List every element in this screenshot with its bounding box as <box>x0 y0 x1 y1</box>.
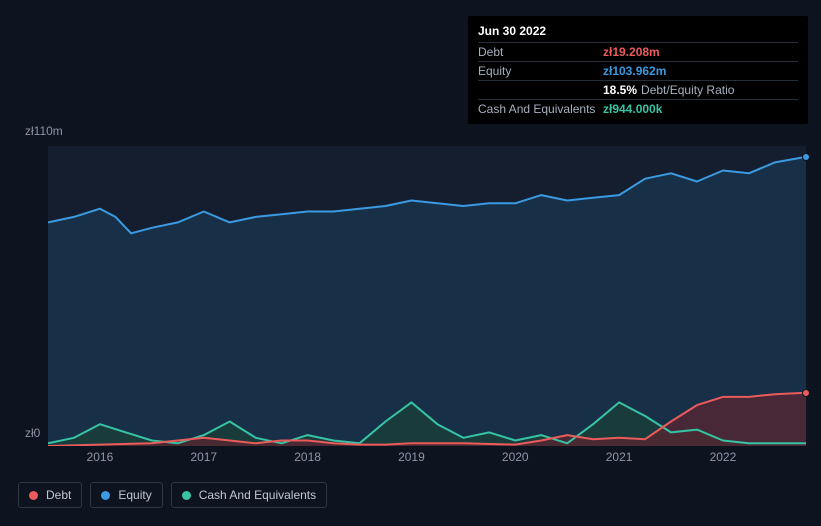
tooltip-row-label: Cash And Equivalents <box>478 102 603 116</box>
legend-label: Equity <box>118 488 151 502</box>
legend-label: Cash And Equivalents <box>199 488 316 502</box>
legend-item-cash[interactable]: Cash And Equivalents <box>171 482 327 508</box>
x-axis-tick-label: 2016 <box>87 450 114 464</box>
legend: Debt Equity Cash And Equivalents <box>18 482 327 508</box>
tooltip-row-label: Debt <box>478 45 603 59</box>
series-end-marker <box>802 153 810 161</box>
tooltip-row: Debt zł19.208m <box>478 42 798 61</box>
series-end-marker <box>802 389 810 397</box>
tooltip-row: Equity zł103.962m <box>478 61 798 80</box>
x-axis-tick-label: 2020 <box>502 450 529 464</box>
tooltip-row-value: 18.5% <box>603 83 637 97</box>
tooltip-row: Cash And Equivalents zł944.000k <box>478 99 798 118</box>
legend-item-equity[interactable]: Equity <box>90 482 162 508</box>
x-axis-tick-label: 2019 <box>398 450 425 464</box>
legend-label: Debt <box>46 488 71 502</box>
chart-svg <box>48 146 806 446</box>
tooltip-row-suffix: Debt/Equity Ratio <box>641 83 734 97</box>
legend-dot <box>182 491 191 500</box>
y-axis-max-label: zł110m <box>25 124 63 138</box>
legend-dot <box>101 491 110 500</box>
legend-item-debt[interactable]: Debt <box>18 482 82 508</box>
tooltip-row-label <box>478 83 603 97</box>
x-axis-tick-label: 2022 <box>710 450 737 464</box>
tooltip-row: 18.5% Debt/Equity Ratio <box>478 80 798 99</box>
x-axis: 2016 2017 2018 2019 2020 2021 2022 <box>48 450 806 466</box>
legend-dot <box>29 491 38 500</box>
x-axis-tick-label: 2021 <box>606 450 633 464</box>
tooltip-date: Jun 30 2022 <box>478 22 798 42</box>
x-axis-tick-label: 2017 <box>190 450 217 464</box>
x-axis-tick-label: 2018 <box>294 450 321 464</box>
tooltip-row-label: Equity <box>478 64 603 78</box>
area-chart[interactable] <box>48 146 806 446</box>
y-axis-min-label: zł0 <box>25 426 40 440</box>
tooltip-row-value: zł944.000k <box>603 102 662 116</box>
tooltip-row-value: zł19.208m <box>603 45 660 59</box>
tooltip-row-value: zł103.962m <box>603 64 666 78</box>
summary-tooltip: Jun 30 2022 Debt zł19.208m Equity zł103.… <box>468 16 808 124</box>
